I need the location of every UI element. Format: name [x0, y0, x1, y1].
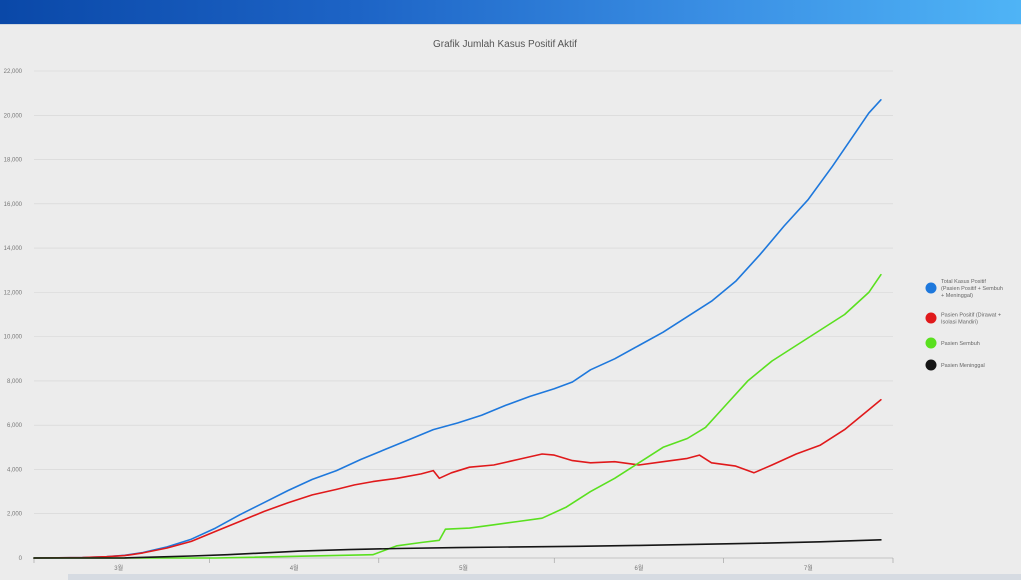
y-tick-label: 0 [19, 556, 23, 562]
top-header-bar [0, 0, 1021, 24]
series-line-2 [33, 398, 882, 559]
y-tick-label: 12,000 [4, 290, 23, 296]
series-lines [33, 99, 882, 559]
y-tick-label: 4,000 [7, 467, 23, 473]
legend-label: Pasien Positif (Dirawat + [941, 313, 1001, 319]
y-tick-label: 18,000 [4, 158, 23, 164]
x-tick-label: 3월 [114, 564, 123, 572]
x-tick-label: 4월 [290, 564, 299, 572]
series-line-3 [33, 273, 882, 559]
y-axis: 0 2,000 4,000 6,000 8,000 10,000 12,000 14,000 1… [4, 69, 23, 562]
y-tick-label: 20,000 [4, 113, 23, 119]
legend-marker [925, 359, 937, 371]
y-tick-label: 6,000 [7, 423, 23, 429]
y-tick-label: 2,000 [7, 512, 23, 518]
bottom-scroll-strip [68, 574, 1021, 580]
chart-title: Grafik Jumlah Kasus Positif Aktif [433, 39, 577, 50]
line-chart: Grafik Jumlah Kasus Positif Aktif 0 2,000… [4, 39, 1003, 572]
legend-marker [925, 282, 937, 294]
series-line-4 [33, 539, 882, 559]
series-line-1 [33, 99, 882, 559]
y-tick-label: 14,000 [4, 246, 23, 252]
y-tick-label: 10,000 [4, 335, 23, 341]
legend-marker [925, 312, 937, 324]
legend: Total Kasus Positif(Pasien Positif + Sem… [925, 279, 1003, 371]
y-tick-label: 22,000 [4, 69, 23, 75]
legend-label: Isolasi Mandiri) [941, 320, 978, 326]
legend-label: Pasien Meninggal [941, 363, 985, 369]
legend-label: (Pasien Positif + Sembuh [941, 286, 1003, 292]
legend-label: + Meninggal) [941, 293, 973, 299]
legend-label: Pasien Sembuh [941, 341, 980, 347]
x-tick-label: 7월 [804, 564, 813, 572]
y-tick-label: 8,000 [7, 379, 23, 385]
legend-label: Total Kasus Positif [941, 279, 986, 285]
legend-marker [925, 337, 937, 349]
header-divider [0, 24, 1021, 25]
x-tick-label: 5월 [459, 564, 468, 572]
x-tick-label: 6월 [634, 564, 643, 572]
gridlines [34, 70, 893, 559]
x-axis: 3월 4월 5월 6월 7월 [33, 558, 894, 572]
y-tick-label: 16,000 [4, 202, 23, 208]
